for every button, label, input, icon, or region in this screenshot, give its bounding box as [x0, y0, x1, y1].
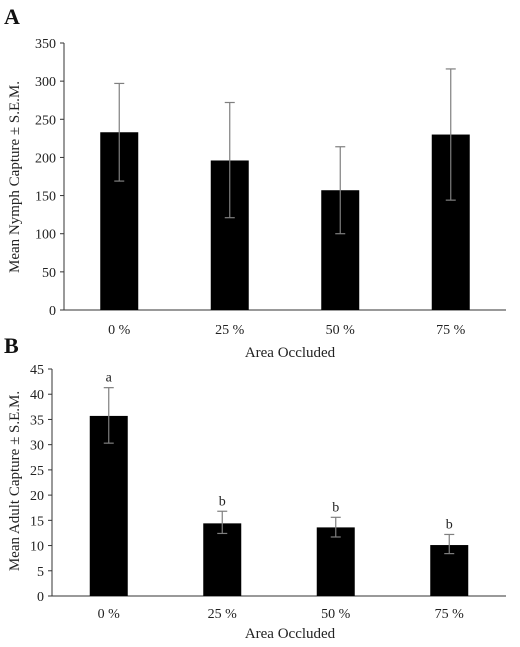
- panel-b-significance-label: b: [332, 500, 339, 515]
- panel-b-y-tick-label: 5: [37, 565, 44, 580]
- panel-a-y-tick-label: 150: [35, 190, 56, 205]
- panel-b-significance-label: a: [106, 371, 113, 386]
- panel-b-ylabel: Mean Adult Capture ± S.E.M.: [7, 391, 23, 571]
- panel-b-y-tick-label: 25: [30, 464, 44, 479]
- panel-b-y-tick-label: 45: [30, 363, 44, 378]
- panel-b-bar: [89, 415, 128, 596]
- panel-b-category-label: 75 %: [435, 607, 465, 622]
- panel-a-y-tick-label: 0: [49, 304, 56, 319]
- panel-a-ylabel: Mean Nymph Capture ± S.E.M.: [7, 81, 23, 273]
- panel-b-y-tick-label: 0: [37, 590, 44, 605]
- panel-a-y-tick-label: 100: [35, 228, 56, 243]
- panel-a-y-tick-label: 350: [35, 37, 56, 52]
- panel-b-bar: [203, 523, 242, 596]
- panel-b-category-label: 0 %: [98, 607, 121, 622]
- panel-b-letter: B: [4, 333, 19, 358]
- panel-a-category-label: 0 %: [108, 323, 131, 338]
- panel-b-xlabel: Area Occluded: [245, 626, 336, 642]
- panel-a-y-tick-label: 200: [35, 151, 56, 166]
- panel-b-significance-label: b: [446, 517, 453, 532]
- panel-a-category-label: 75 %: [436, 323, 466, 338]
- panel-a-letter: A: [4, 4, 20, 29]
- panel-a-y-tick-label: 300: [35, 75, 56, 90]
- panel-b-y-tick-label: 10: [30, 540, 44, 555]
- panel-b-y-tick-label: 20: [30, 489, 44, 504]
- panel-b: B Mean Adult Capture ± S.E.M. 0 5 10 15 20 25…: [4, 333, 506, 642]
- panel-a-y-tick-label: 50: [42, 266, 56, 281]
- panel-b-significance-label: b: [219, 494, 226, 509]
- panel-b-category-label: 50 %: [321, 607, 351, 622]
- panel-b-y-tick-label: 35: [30, 413, 44, 428]
- panel-b-bar: [316, 527, 355, 596]
- panel-a-xlabel: Area Occluded: [245, 345, 336, 361]
- panel-a: A Mean Nymph Capture ± S.E.M. 0 50 100 150 2…: [4, 4, 506, 361]
- panel-a-category-label: 50 %: [326, 323, 356, 338]
- panel-b-y-tick-label: 30: [30, 439, 44, 454]
- panel-a-plot: 0 50 100 150 200 250 300 350 0 % 25 % 50 % 75 %: [35, 37, 506, 338]
- panel-b-y-tick-label: 40: [30, 388, 44, 403]
- panel-a-y-tick-label: 250: [35, 113, 56, 128]
- panel-b-plot: 0 5 10 15 20 25 30 35 40 45 a 0 % b 25 % b 50 % b 75 %: [30, 363, 506, 622]
- panel-b-y-tick-label: 15: [30, 514, 44, 529]
- panel-a-category-label: 25 %: [215, 323, 245, 338]
- panel-b-category-label: 25 %: [208, 607, 238, 622]
